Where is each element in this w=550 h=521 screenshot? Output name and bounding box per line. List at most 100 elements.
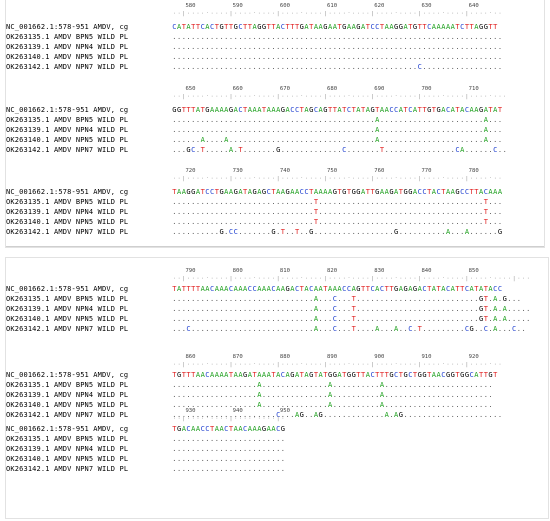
match-dot: . bbox=[238, 295, 243, 303]
base-g: G bbox=[309, 228, 314, 236]
match-dot: . bbox=[205, 146, 210, 154]
base-t: T bbox=[337, 188, 342, 196]
match-dot: . bbox=[186, 411, 191, 419]
match-dot: . bbox=[365, 401, 370, 409]
base-g: G bbox=[356, 285, 361, 293]
match-dot: . bbox=[252, 146, 257, 154]
match-dot: . bbox=[313, 228, 319, 236]
match-dot: . bbox=[309, 325, 314, 333]
base-g: G bbox=[233, 188, 238, 196]
match-dot: . bbox=[304, 411, 309, 419]
alignment-block: 930 940 950 · · | · · · · ˑ · · · · | · · · · ˑ · · · · | · NC_0016… bbox=[6, 408, 548, 488]
match-dot: . bbox=[266, 116, 271, 124]
match-dot: . bbox=[389, 136, 394, 144]
match-dot: . bbox=[351, 63, 356, 71]
match-dot: . bbox=[224, 218, 229, 226]
match-dot: . bbox=[280, 381, 285, 389]
ruler-tick-label: 800 bbox=[232, 268, 243, 274]
match-dot: . bbox=[290, 381, 295, 389]
match-dot: . bbox=[337, 198, 342, 206]
match-dot: . bbox=[375, 228, 380, 236]
match-dot: . bbox=[224, 435, 229, 443]
match-dot: . bbox=[464, 218, 470, 226]
sequence-name: OK263135.1 AMDV BPN5 WILD PL bbox=[6, 381, 129, 389]
base-g: G bbox=[389, 371, 394, 379]
base-t: T bbox=[493, 23, 498, 31]
match-dot: . bbox=[389, 126, 394, 134]
match-dot: . bbox=[261, 401, 267, 409]
match-dot: . bbox=[238, 465, 243, 473]
match-dot: . bbox=[375, 295, 380, 303]
match-dot: . bbox=[478, 33, 484, 41]
match-dot: . bbox=[450, 136, 455, 144]
match-dot: . bbox=[460, 198, 465, 206]
match-dot: . bbox=[445, 391, 451, 399]
base-a: A bbox=[224, 106, 229, 114]
match-dot: . bbox=[488, 116, 493, 124]
match-dot: . bbox=[224, 381, 229, 389]
match-dot: . bbox=[309, 43, 314, 51]
base-g: G bbox=[243, 371, 248, 379]
base-t: T bbox=[247, 23, 252, 31]
match-dot: . bbox=[172, 381, 177, 389]
match-dot: . bbox=[299, 43, 304, 51]
base-t: T bbox=[299, 285, 304, 293]
base-a: A bbox=[441, 23, 446, 31]
base-a: A bbox=[332, 285, 337, 293]
match-dot: . bbox=[436, 411, 441, 419]
base-c: C bbox=[455, 146, 460, 154]
match-dot: . bbox=[365, 116, 370, 124]
base-t: T bbox=[379, 371, 385, 379]
match-dot: . bbox=[384, 218, 389, 226]
match-dot: . bbox=[445, 381, 451, 389]
match-dot: . bbox=[195, 146, 201, 154]
match-dot: . bbox=[389, 33, 394, 41]
match-dot: . bbox=[412, 401, 418, 409]
match-dot: . bbox=[238, 33, 243, 41]
match-dot: . bbox=[469, 146, 474, 154]
match-dot: . bbox=[384, 198, 389, 206]
base-a: A bbox=[445, 188, 451, 196]
base-c: C bbox=[228, 228, 234, 236]
match-dot: . bbox=[478, 208, 484, 216]
match-dot: . bbox=[431, 146, 436, 154]
match-dot: . bbox=[398, 136, 403, 144]
match-dot: . bbox=[261, 315, 267, 323]
match-dot: . bbox=[488, 146, 493, 154]
base-c: C bbox=[464, 325, 470, 333]
base-g: G bbox=[323, 106, 328, 114]
match-dot: . bbox=[332, 53, 337, 61]
match-dot: . bbox=[280, 218, 285, 226]
match-dot: . bbox=[351, 218, 356, 226]
match-dot: . bbox=[427, 198, 432, 206]
base-a: A bbox=[412, 188, 418, 196]
match-dot: . bbox=[389, 228, 394, 236]
sequence-name: OK263140.1 AMDV NPN5 WILD PL bbox=[6, 218, 129, 226]
match-dot: . bbox=[512, 295, 517, 303]
base-g: G bbox=[464, 371, 470, 379]
match-dot: . bbox=[417, 391, 422, 399]
match-dot: . bbox=[243, 435, 248, 443]
match-dot: . bbox=[431, 126, 436, 134]
match-dot: . bbox=[280, 53, 285, 61]
match-dot: . bbox=[243, 305, 248, 313]
match-dot: . bbox=[370, 295, 375, 303]
match-dot: . bbox=[521, 315, 526, 323]
base-a: A bbox=[394, 325, 399, 333]
match-dot: . bbox=[379, 295, 385, 303]
match-dot: . bbox=[210, 208, 215, 216]
match-dot: . bbox=[313, 63, 319, 71]
match-dot: . bbox=[403, 146, 408, 154]
match-dot: . bbox=[257, 305, 262, 313]
match-dot: . bbox=[261, 381, 267, 389]
match-dot: . bbox=[478, 126, 484, 134]
match-dot: . bbox=[280, 33, 285, 41]
match-dot: . bbox=[304, 116, 309, 124]
base-a: A bbox=[233, 425, 238, 433]
base-g: G bbox=[342, 23, 347, 31]
match-dot: . bbox=[412, 411, 418, 419]
base-a: A bbox=[176, 23, 182, 31]
match-dot: . bbox=[294, 116, 300, 124]
base-t: T bbox=[181, 23, 186, 31]
base-t: T bbox=[290, 23, 295, 31]
